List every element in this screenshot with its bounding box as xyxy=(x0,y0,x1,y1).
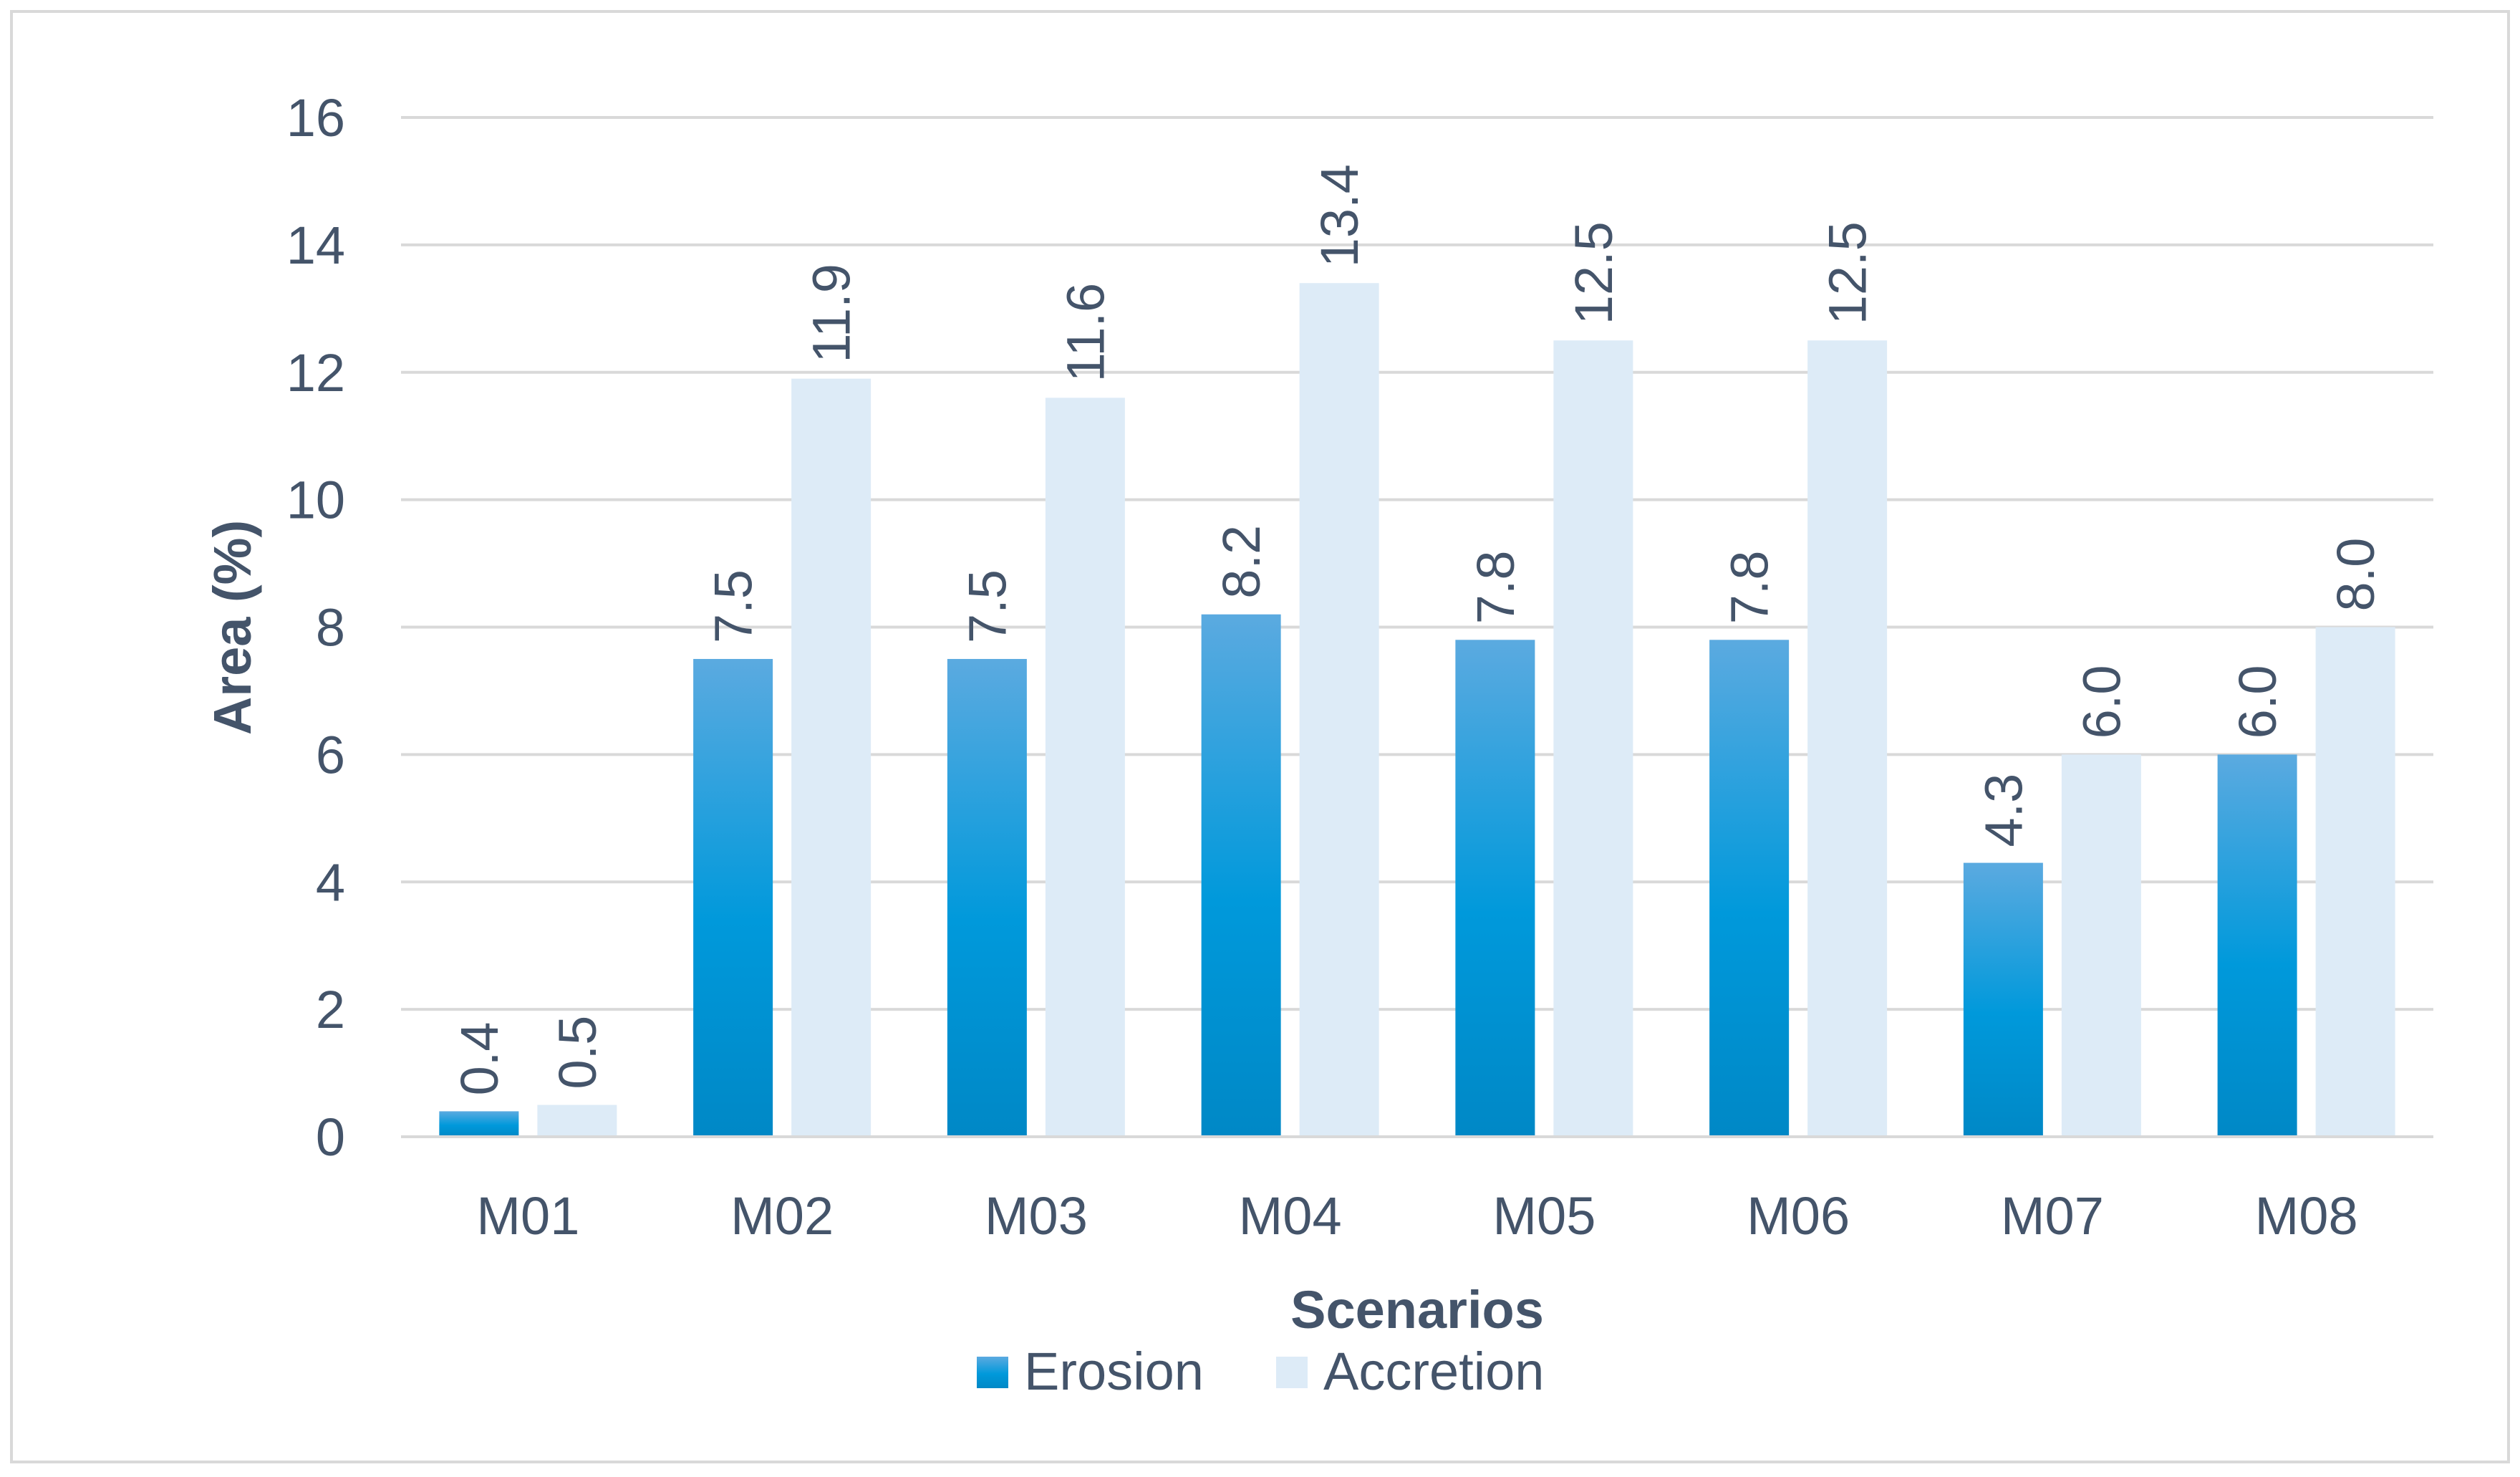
x-axis-ticks: M01 M02 M03 M04 M05 M06 M07 M08 xyxy=(476,1186,2357,1246)
x-tick-label: M08 xyxy=(2255,1186,2358,1246)
erosion-bar xyxy=(1201,614,1281,1137)
erosion-bar xyxy=(1963,862,2043,1137)
accretion-bar xyxy=(1807,340,1888,1137)
erosion-bar xyxy=(1455,640,1535,1137)
erosion-bar xyxy=(947,658,1027,1137)
data-label: 0.4 xyxy=(450,1022,509,1096)
y-axis-title: Area (%) xyxy=(203,520,262,735)
y-tick-label: 12 xyxy=(286,343,345,403)
x-tick-label: M05 xyxy=(1492,1186,1595,1246)
accretion-bar xyxy=(537,1105,617,1137)
accretion-bar xyxy=(1045,398,1125,1137)
data-label: 6.0 xyxy=(2072,665,2131,739)
erosion-bar xyxy=(2217,754,2297,1137)
erosion-bar xyxy=(1709,640,1790,1137)
bars xyxy=(439,283,2395,1137)
data-label: 8.2 xyxy=(1212,525,1271,599)
x-axis-title: Scenarios xyxy=(1290,1280,1544,1339)
data-labels: 0.4 0.5 7.5 11.9 7.5 11.6 8.2 13.4 7.8 12.5 7.8 12.… xyxy=(450,164,2385,1095)
y-tick-label: 8 xyxy=(316,598,345,658)
data-label: 4.3 xyxy=(1974,774,2033,847)
data-label: 13.4 xyxy=(1310,164,1369,267)
data-label: 12.5 xyxy=(1818,221,1878,324)
data-label: 7.5 xyxy=(704,569,763,643)
data-label: 8.0 xyxy=(2326,538,2385,612)
accretion-bar xyxy=(791,378,872,1137)
data-label: 11.9 xyxy=(802,264,861,363)
y-tick-label: 2 xyxy=(316,980,345,1039)
accretion-bar xyxy=(1553,340,1633,1137)
legend-swatch-accretion xyxy=(1276,1357,1308,1388)
y-tick-label: 0 xyxy=(316,1107,345,1167)
data-label: 0.5 xyxy=(548,1016,607,1089)
accretion-bar xyxy=(2061,754,2141,1137)
data-label: 7.8 xyxy=(1466,550,1525,624)
x-tick-label: M07 xyxy=(2001,1186,2104,1246)
x-tick-label: M04 xyxy=(1239,1186,1342,1246)
y-tick-label: 10 xyxy=(286,471,345,530)
accretion-bar xyxy=(2315,627,2395,1137)
y-tick-label: 6 xyxy=(316,725,345,784)
data-label: 7.8 xyxy=(1720,550,1780,624)
erosion-bar xyxy=(439,1111,519,1137)
legend-swatch-erosion xyxy=(977,1357,1008,1388)
legend-label-erosion: Erosion xyxy=(1024,1342,1204,1401)
x-tick-label: M06 xyxy=(1747,1186,1850,1246)
data-label: 12.5 xyxy=(1564,221,1623,324)
y-tick-label: 4 xyxy=(316,852,345,912)
y-axis-ticks: 0 2 4 6 8 10 12 14 16 xyxy=(286,88,345,1167)
x-tick-label: M03 xyxy=(985,1186,1088,1246)
data-label: 7.5 xyxy=(957,569,1017,643)
accretion-bar xyxy=(1299,283,1379,1137)
x-tick-label: M01 xyxy=(476,1186,579,1246)
y-tick-label: 14 xyxy=(286,216,345,275)
legend: Erosion Accretion xyxy=(977,1342,1544,1401)
x-tick-label: M02 xyxy=(730,1186,834,1246)
y-tick-label: 16 xyxy=(286,88,345,148)
erosion-bar xyxy=(693,658,773,1137)
data-label: 11.6 xyxy=(1056,283,1115,383)
data-label: 6.0 xyxy=(2228,665,2287,739)
legend-label-accretion: Accretion xyxy=(1323,1342,1544,1401)
